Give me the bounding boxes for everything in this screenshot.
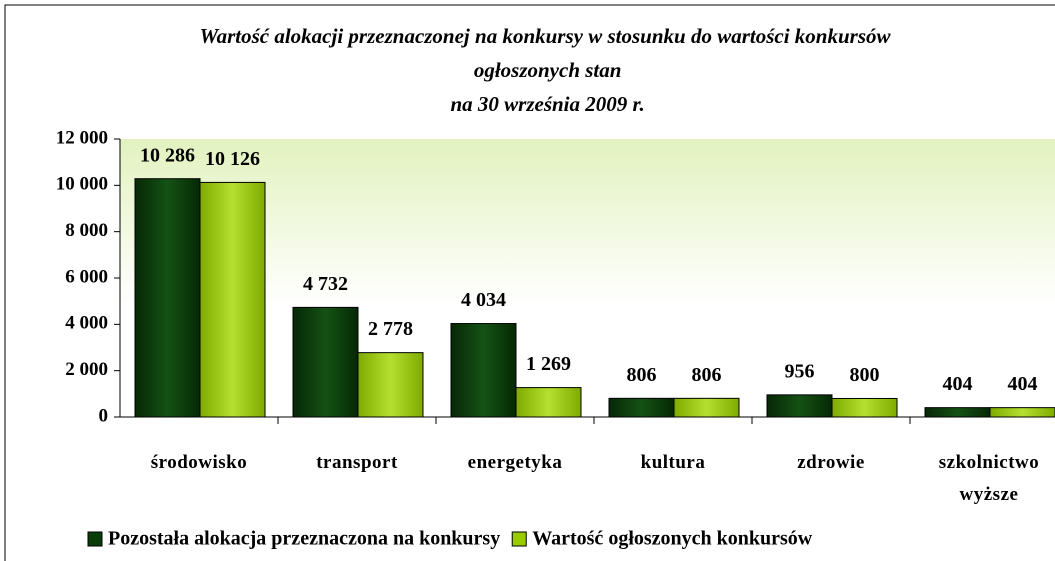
y-tick-label: 6 000 xyxy=(65,266,108,287)
legend-swatch xyxy=(511,531,527,547)
x-tick-label: szkolnictwo wyższe xyxy=(938,452,1040,505)
x-tick-label: środowisko xyxy=(150,452,248,473)
bar xyxy=(199,181,266,418)
y-tick-label: 12 000 xyxy=(56,127,108,148)
x-tick-label: kultura xyxy=(640,452,706,473)
data-label: 800 xyxy=(850,364,880,386)
x-tick-label-box: szkolnictwo wyższe xyxy=(938,452,1040,505)
bar xyxy=(831,397,898,418)
x-tick-label-box: zdrowie xyxy=(797,452,865,473)
bar xyxy=(924,407,991,418)
x-tick-label: zdrowie xyxy=(797,452,865,473)
x-tick-label-box: energetyka xyxy=(467,452,563,473)
y-tick-label: 10 000 xyxy=(56,174,108,195)
plot-area xyxy=(120,139,1055,417)
bar xyxy=(608,397,675,418)
data-label: 2 778 xyxy=(368,318,413,340)
data-label: 4 034 xyxy=(461,289,506,311)
data-label: 10 126 xyxy=(205,148,260,170)
data-label: 956 xyxy=(785,360,815,382)
chart-title: Wartość alokacji przeznaczonej na konkur… xyxy=(199,24,891,116)
data-label: 404 xyxy=(1008,373,1038,395)
y-tick-label: 2 000 xyxy=(65,359,108,380)
x-tick-label: transport xyxy=(316,452,398,473)
data-label: 806 xyxy=(692,364,722,386)
legend-swatch xyxy=(87,531,103,547)
bar xyxy=(134,178,201,418)
data-label: 10 286 xyxy=(140,144,195,166)
legend-label: Pozostała alokacja przeznaczona na konku… xyxy=(108,528,500,550)
bar xyxy=(673,397,740,418)
data-label: 404 xyxy=(943,373,973,395)
y-tick-label: 0 xyxy=(99,405,109,426)
y-tick-label: 8 000 xyxy=(65,220,108,241)
bar xyxy=(766,394,833,418)
bar xyxy=(515,387,582,418)
x-tick-label-box: kultura xyxy=(640,452,706,473)
bar xyxy=(989,407,1055,418)
data-label: 1 269 xyxy=(526,353,571,375)
x-tick-label-box: transport xyxy=(316,452,398,473)
legend-label: Wartość ogłoszonych konkursów xyxy=(532,528,813,550)
y-tick-label: 4 000 xyxy=(65,313,108,334)
x-tick-label-box: środowisko xyxy=(150,452,248,473)
data-label: 806 xyxy=(627,364,657,386)
bar xyxy=(357,352,424,418)
bar xyxy=(450,323,517,418)
data-label: 4 732 xyxy=(303,273,348,295)
x-tick-label: energetyka xyxy=(467,452,563,473)
bar xyxy=(292,306,359,418)
